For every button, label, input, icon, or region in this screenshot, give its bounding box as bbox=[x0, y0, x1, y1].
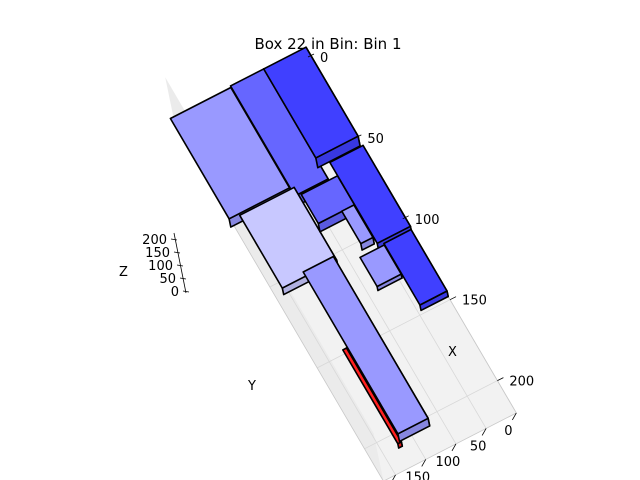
grid-line-x bbox=[364, 380, 498, 450]
z-tick-label: 150 bbox=[145, 246, 170, 261]
x-tick-label: 100 bbox=[415, 213, 440, 228]
x-tick-label: 200 bbox=[509, 375, 534, 390]
box-top-face bbox=[302, 255, 429, 435]
x-tick-mark bbox=[402, 215, 409, 220]
x-tick-label: 150 bbox=[462, 294, 487, 309]
x-tick-mark bbox=[497, 377, 504, 381]
x-tick-label: 0 bbox=[320, 51, 328, 66]
x-axis-label: X bbox=[448, 345, 457, 360]
y-tick-mark bbox=[392, 474, 396, 480]
z-tick-label: 0 bbox=[171, 285, 179, 300]
axis-ticks: 050100150200050100150200050100150200 bbox=[142, 51, 534, 480]
x-tick-label: 50 bbox=[367, 132, 384, 147]
y-tick-label: 100 bbox=[436, 455, 461, 470]
y-tick-mark bbox=[481, 428, 487, 436]
box-top-face bbox=[238, 186, 338, 289]
box-top-face bbox=[341, 347, 403, 445]
box-top-face bbox=[328, 144, 412, 245]
z-tick-mark bbox=[173, 251, 181, 254]
box-top-face bbox=[383, 228, 448, 306]
y-tick-mark bbox=[451, 443, 457, 452]
y-tick-label: 0 bbox=[504, 424, 512, 439]
z-axis-label: Z bbox=[119, 265, 128, 280]
packed-boxes bbox=[169, 46, 450, 449]
packed-box bbox=[302, 255, 431, 443]
x-tick-mark bbox=[449, 296, 457, 301]
packed-box bbox=[341, 347, 404, 449]
z-tick-label: 200 bbox=[142, 233, 167, 248]
packed-box bbox=[262, 46, 361, 169]
y-axis-label: Y bbox=[247, 379, 256, 394]
y-tick-mark bbox=[421, 459, 427, 467]
y-tick-label: 50 bbox=[470, 439, 487, 454]
x-tick-mark bbox=[355, 134, 362, 139]
y-tick-mark bbox=[511, 412, 517, 421]
z-tick-mark bbox=[170, 238, 178, 241]
packed-box bbox=[383, 228, 450, 312]
x-tick-mark bbox=[307, 53, 315, 58]
z-tick-label: 100 bbox=[148, 259, 173, 274]
y-tick-label: 150 bbox=[405, 470, 430, 480]
grid-line-x bbox=[316, 299, 451, 369]
z-axis-line bbox=[173, 232, 187, 294]
z-tick-label: 50 bbox=[159, 272, 176, 287]
pane-edge bbox=[384, 412, 517, 480]
chart-title: Box 22 in Bin: Bin 1 bbox=[254, 35, 401, 53]
z-tick-mark bbox=[176, 264, 184, 267]
box-top-face bbox=[262, 46, 359, 159]
